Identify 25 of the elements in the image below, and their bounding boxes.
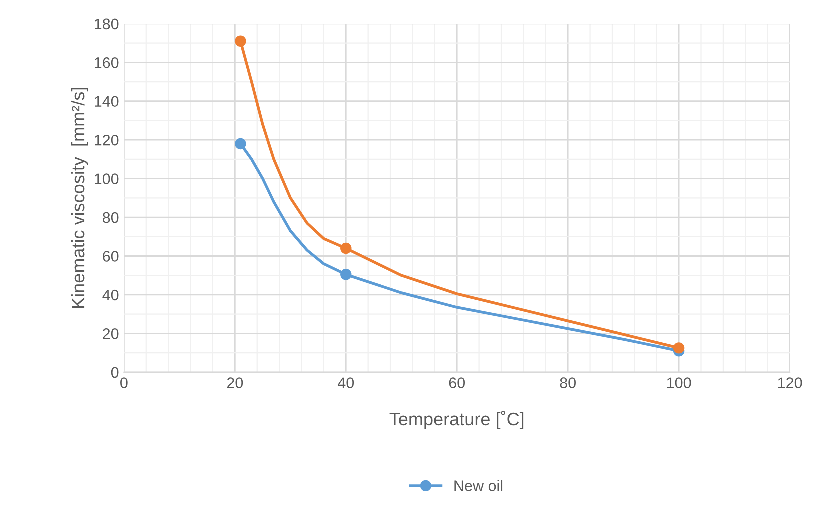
x-tick-label: 120 (778, 378, 802, 388)
x-tick-label: 80 (560, 378, 576, 388)
x-tick-label: 40 (338, 378, 354, 388)
point (673, 342, 685, 354)
point (340, 242, 352, 254)
y-tick-label: 20 (103, 328, 119, 340)
y-tick-label: 140 (95, 96, 119, 108)
legend-label: New oil (454, 480, 503, 492)
x-tick-label: 0 (120, 378, 128, 388)
y-tick-label: 80 (102, 212, 119, 224)
point (235, 36, 246, 47)
point (340, 269, 352, 280)
x-axis-title: Temperature [˚C] (390, 410, 524, 430)
point (235, 138, 246, 150)
y-tick-label: 60 (103, 251, 119, 262)
y-tick-label: 0 (111, 367, 119, 378)
y-tick-label: 180 (95, 18, 119, 30)
x-tick-label: 60 (449, 378, 466, 388)
y-tick-label: 160 (95, 58, 119, 68)
y-tick-label: 100 (95, 174, 119, 184)
y-tick-label: 40 (102, 290, 119, 301)
y-tick-label: 120 (95, 134, 119, 146)
x-tick-label: 20 (227, 378, 244, 388)
y-axis-title: Kinematic viscosity [mm²/s] (71, 88, 88, 308)
x-tick-label: 100 (667, 378, 692, 388)
